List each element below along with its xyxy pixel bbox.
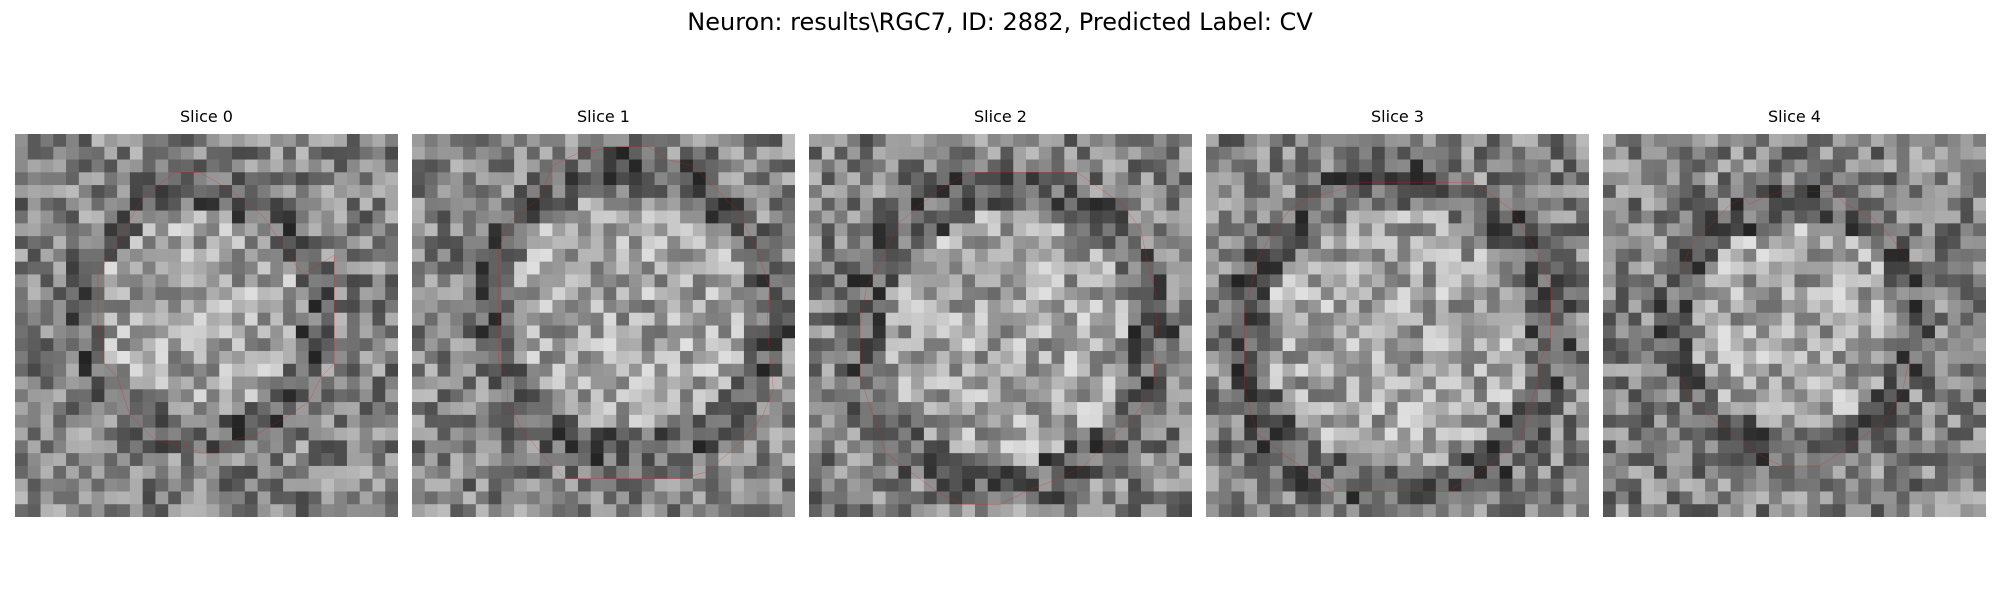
pixel-grid: [1603, 134, 1986, 517]
slice-image: [15, 134, 398, 517]
roi-contour: [1244, 183, 1550, 492]
slice-image: [1603, 134, 1986, 517]
pixel-grid: [1206, 134, 1589, 517]
pixel-grid: [412, 134, 795, 517]
pixel-grid: [809, 134, 1192, 517]
slice-title: Slice 2: [974, 107, 1027, 126]
slice-title: Slice 3: [1371, 107, 1424, 126]
slice-image: [809, 134, 1192, 517]
roi-contour: [1680, 191, 1910, 465]
figure-title: Neuron: results\RGC7, ID: 2882, Predicte…: [687, 8, 1313, 36]
slice-title: Slice 0: [180, 107, 233, 126]
roi-contour: [98, 172, 334, 453]
slice-title: Slice 4: [1768, 107, 1821, 126]
pixel-grid: [15, 134, 398, 517]
slice-image: [412, 134, 795, 517]
slice-title: Slice 1: [577, 107, 630, 126]
slice-image: [1206, 134, 1589, 517]
roi-contour: [499, 147, 773, 479]
roi-contour: [860, 172, 1157, 504]
